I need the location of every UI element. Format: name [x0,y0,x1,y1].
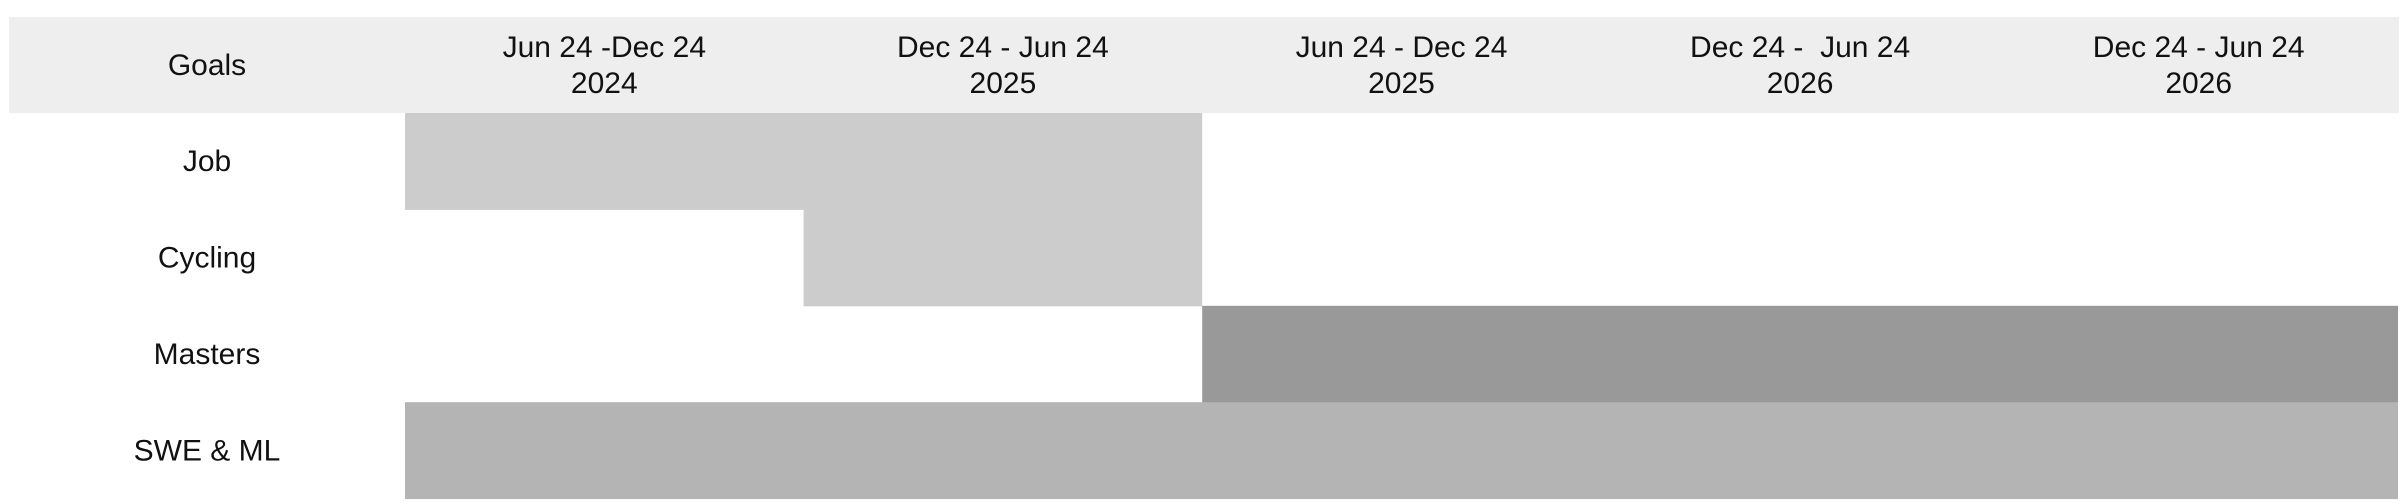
header-background [9,17,2399,113]
task-bar [405,113,1203,210]
task-label: Job [183,145,231,178]
period-header-line1: Dec 24 - Jun 24 [897,31,1109,64]
task-labels: Job Cycling Masters SWE & ML [134,145,281,467]
header-goals-label: Goals [168,49,246,82]
period-header-line1: Dec 24 - Jun 24 [1690,31,1910,64]
period-header-line2: 2024 [571,67,638,100]
period-header-line1: Dec 24 - Jun 24 [2093,31,2305,64]
period-header-line2: 2026 [2165,67,2232,100]
period-header-line2: 2026 [1767,67,1834,100]
task-bar [803,209,1203,307]
period-header-line2: 2025 [1368,67,1435,100]
period-header-line1: Jun 24 -Dec 24 [503,31,706,64]
task-label: Masters [154,338,261,371]
task-label: Cycling [158,242,256,275]
task-bar [1202,305,2398,403]
task-label: SWE & ML [134,434,281,467]
period-header-line2: 2025 [970,67,1037,100]
task-bars [405,113,2398,500]
task-bar [405,402,2398,500]
period-header-line1: Jun 24 - Dec 24 [1296,31,1508,64]
